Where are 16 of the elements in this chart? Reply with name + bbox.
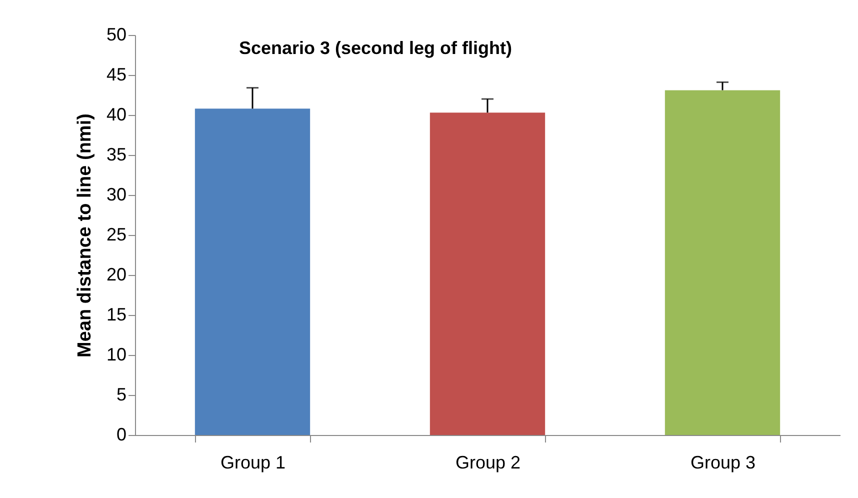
x-tick-label: Group 3 (690, 452, 756, 472)
y-tick-label: 30 (106, 184, 126, 204)
y-tick-label: 0 (116, 424, 126, 444)
y-tick-label: 45 (106, 64, 126, 84)
y-tick-label: 10 (106, 344, 126, 364)
y-tick-label: 35 (106, 144, 126, 164)
y-tick-label: 20 (106, 264, 126, 284)
y-tick-label: 50 (106, 24, 126, 44)
y-axis-title: Mean distance to line (nmi) (74, 114, 96, 358)
x-tick-label: Group 1 (220, 452, 286, 472)
y-tick-label: 5 (116, 384, 126, 404)
y-tick-label: 40 (106, 104, 126, 124)
y-tick-label: 15 (106, 304, 126, 324)
y-tick-label: 25 (106, 224, 126, 244)
chart-title: Scenario 3 (second leg of flight) (238, 38, 512, 58)
x-tick-label: Group 2 (455, 452, 521, 472)
